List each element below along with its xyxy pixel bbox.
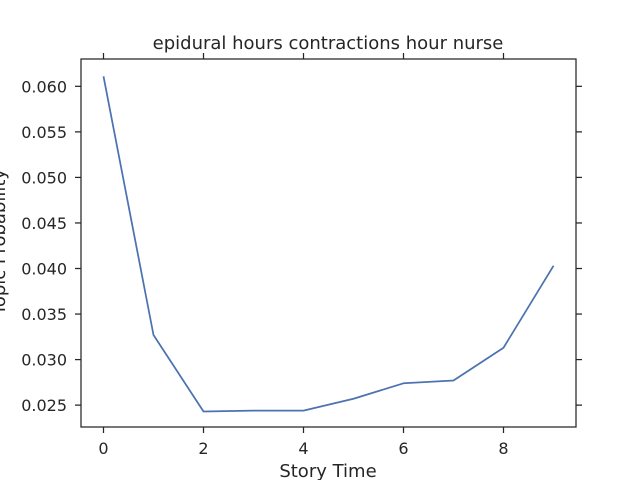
y-axis-label: Topic Probability (0, 169, 10, 316)
x-axis-label: Story Time (279, 461, 376, 480)
y-tick-label: 0.040 (21, 260, 67, 279)
y-tick-label: 0.050 (21, 168, 67, 187)
y-tick-label: 0.025 (21, 396, 67, 415)
series-layer (102, 76, 555, 413)
ticks-layer: 0 2 4 6 8 0.025 0.030 0.035 0.040 0.045 0.050 0.055… (21, 53, 582, 458)
x-tick-label: 6 (398, 439, 408, 458)
x-tick-label: 2 (198, 439, 208, 458)
series-line (102, 76, 555, 413)
x-tick-label: 8 (498, 439, 508, 458)
x-tick-label: 0 (98, 439, 108, 458)
y-tick-label: 0.030 (21, 351, 67, 370)
chart-title: epidural hours contractions hour nurse (153, 33, 504, 54)
y-tick-label: 0.055 (21, 123, 67, 142)
y-tick-label: 0.060 (21, 77, 67, 96)
x-tick-label: 4 (298, 439, 308, 458)
y-tick-label: 0.045 (21, 214, 67, 233)
y-tick-label: 0.035 (21, 305, 67, 324)
plot-frame (80, 58, 577, 428)
